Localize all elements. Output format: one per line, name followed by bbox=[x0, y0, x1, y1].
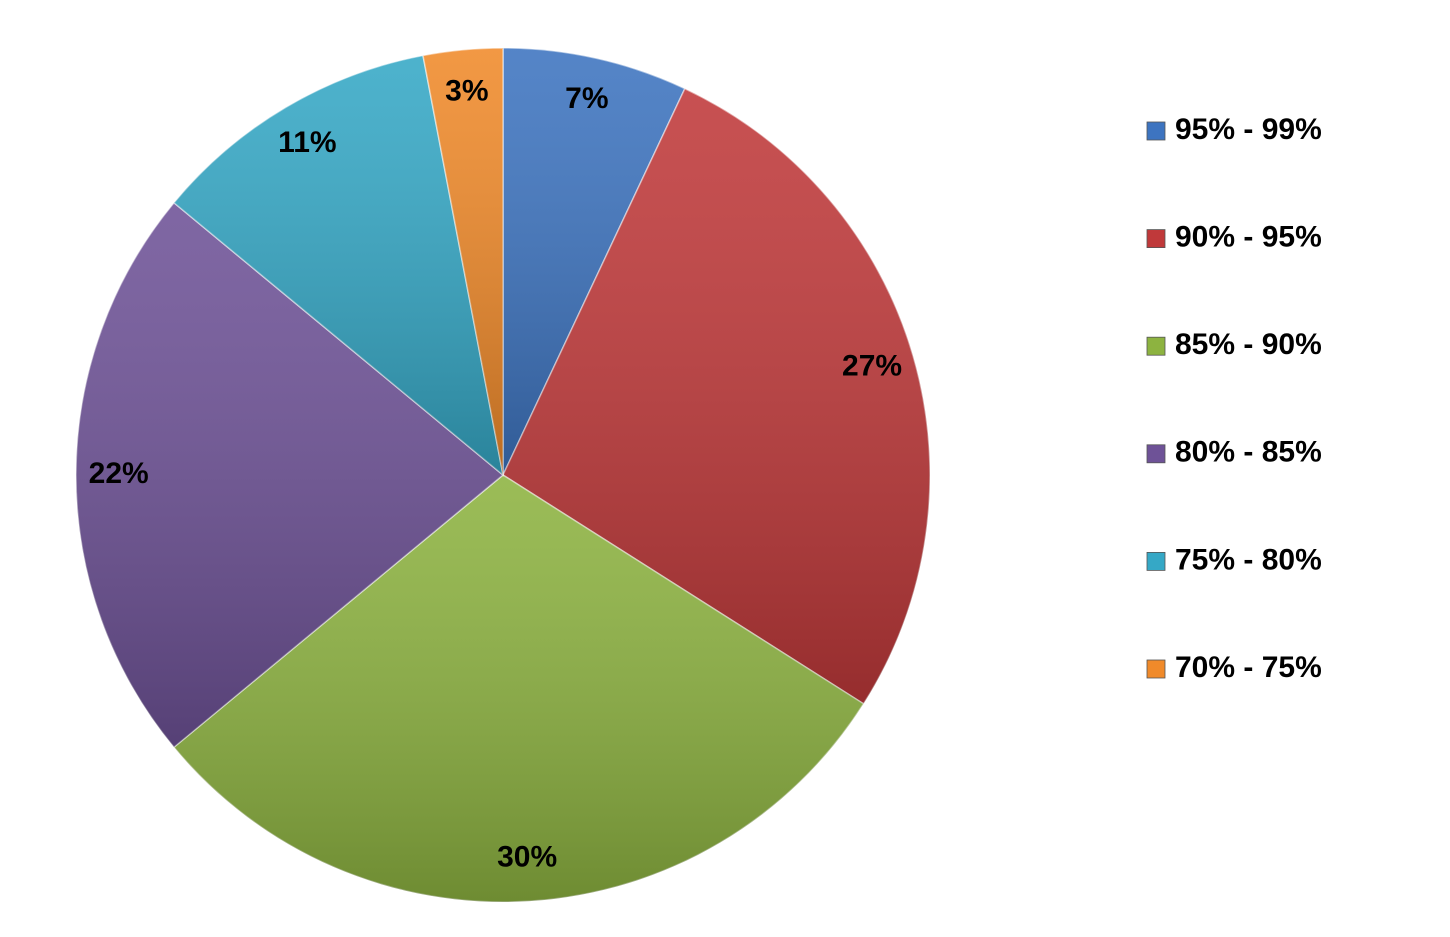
legend-label: 75% - 80% bbox=[1175, 543, 1322, 576]
legend-label: 90% - 95% bbox=[1175, 221, 1322, 254]
legend-swatch bbox=[1146, 229, 1166, 249]
legend-label: 80% - 85% bbox=[1175, 436, 1322, 469]
legend-swatch bbox=[1146, 336, 1166, 356]
data-label: 11% bbox=[278, 126, 336, 159]
legend-label: 70% - 75% bbox=[1175, 651, 1322, 684]
data-label: 7% bbox=[565, 82, 608, 115]
legend-swatch bbox=[1146, 444, 1166, 464]
legend-swatch bbox=[1146, 659, 1166, 679]
legend-swatch bbox=[1146, 121, 1166, 141]
data-label: 3% bbox=[445, 74, 488, 107]
legend-label: 95% - 99% bbox=[1175, 113, 1322, 146]
data-label: 30% bbox=[497, 840, 557, 873]
data-label: 22% bbox=[89, 457, 149, 490]
legend-swatch bbox=[1146, 552, 1166, 571]
legend-label: 85% - 90% bbox=[1175, 328, 1322, 361]
data-label: 27% bbox=[842, 350, 902, 383]
